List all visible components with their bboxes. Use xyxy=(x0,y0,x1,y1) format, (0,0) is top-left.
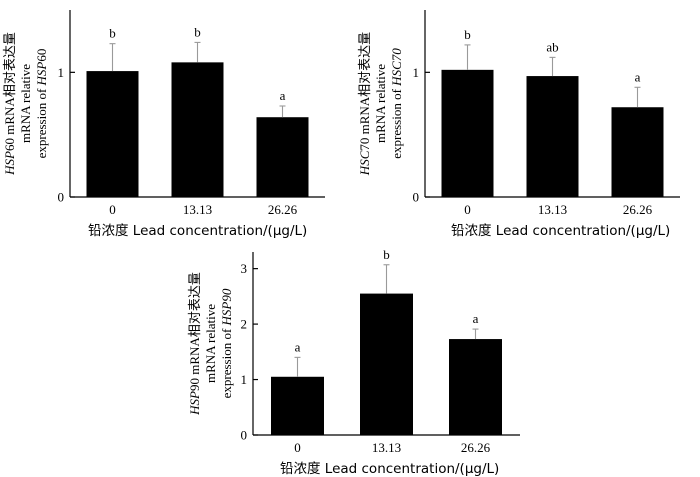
significance-label: b xyxy=(109,26,116,41)
y-axis-title: HSC70 mRNA相对表达量 mRNA relative expression o… xyxy=(357,32,404,176)
significance-label: ab xyxy=(546,39,558,54)
bar-26.26 xyxy=(256,117,309,197)
y-tick-label: 2 xyxy=(241,317,248,332)
x-tick-label: 13.13 xyxy=(538,202,567,217)
bar-0 xyxy=(271,376,324,435)
chart-hsc70-svg: 0 1 b 0 ab 13.13 a 26.26 铅浓度 Lead concentration/… xyxy=(357,10,680,239)
bar-13.13 xyxy=(526,76,579,197)
significance-label: b xyxy=(383,247,390,262)
y-axis-title-line: HSP90 mRNA相对表达量 xyxy=(187,272,202,416)
y-tick-label: 0 xyxy=(58,190,65,205)
chart-hsp60-svg: 0 1 b 0 b 13.13 a 26.26 铅浓度 Lead concentration/(… xyxy=(2,10,325,239)
y-axis-title-line: HSP60 mRNA相对表达量 xyxy=(2,32,17,176)
y-tick-label: 1 xyxy=(241,372,248,387)
x-tick-label: 0 xyxy=(109,202,116,217)
y-axis-title-line: HSC70 mRNA相对表达量 xyxy=(357,32,372,176)
bar-26.26 xyxy=(611,107,664,197)
bar-0 xyxy=(441,69,494,197)
y-tick-label: 0 xyxy=(413,190,420,205)
y-axis-title-line: mRNA relative xyxy=(203,304,218,383)
x-tick-label: 26.26 xyxy=(268,202,298,217)
y-axis-title-line: expression of HSP60 xyxy=(34,49,49,159)
significance-label: a xyxy=(295,339,301,354)
significance-label: b xyxy=(194,24,201,39)
y-axis-title-line: expression of HSC70 xyxy=(389,48,404,159)
x-tick-label: 26.26 xyxy=(623,202,653,217)
significance-label: b xyxy=(464,27,471,42)
x-tick-label: 13.13 xyxy=(183,202,212,217)
y-tick-label: 1 xyxy=(413,65,420,80)
y-axis-title: HSP90 mRNA相对表达量 mRNA relative expression o… xyxy=(187,272,234,416)
significance-label: a xyxy=(635,69,641,84)
chart-hsp90: 0 1 2 3 a 0 b 13.13 a 26.26 铅浓度 Lead concentration… xyxy=(185,235,520,477)
y-axis-title-line: expression of HSP90 xyxy=(219,288,234,398)
x-axis-title: 铅浓度 Lead concentration/(μg/L) xyxy=(451,223,670,239)
x-tick-label: 26.26 xyxy=(461,440,491,455)
y-axis-title-line: mRNA relative xyxy=(18,64,33,143)
y-tick-label: 3 xyxy=(241,261,248,276)
x-tick-label: 13.13 xyxy=(372,440,401,455)
bar-0 xyxy=(86,71,139,197)
x-axis-title: 铅浓度 Lead concentration/(μg/L) xyxy=(280,461,499,477)
x-tick-label: 0 xyxy=(294,440,301,455)
significance-label: a xyxy=(473,311,479,326)
y-tick-label: 0 xyxy=(241,428,248,443)
y-tick-label: 1 xyxy=(58,65,65,80)
significance-label: a xyxy=(280,88,286,103)
bar-13.13 xyxy=(360,293,413,435)
bar-13.13 xyxy=(171,62,224,197)
x-axis-title: 铅浓度 Lead concentration/(μg/L) xyxy=(88,223,307,239)
y-axis-title: HSP60 mRNA相对表达量 mRNA relative expression o… xyxy=(2,32,49,176)
bar-26.26 xyxy=(449,339,502,435)
chart-hsp90-svg: 0 1 2 3 a 0 b 13.13 a 26.26 铅浓度 Lead concentration… xyxy=(187,247,520,477)
x-tick-label: 0 xyxy=(464,202,471,217)
chart-hsc70: 0 1 b 0 ab 13.13 a 26.26 铅浓度 Lead concentration/… xyxy=(355,0,685,245)
y-axis-title-line: mRNA relative xyxy=(373,64,388,143)
chart-hsp60: 0 1 b 0 b 13.13 a 26.26 铅浓度 Lead concentration/(… xyxy=(0,0,330,245)
